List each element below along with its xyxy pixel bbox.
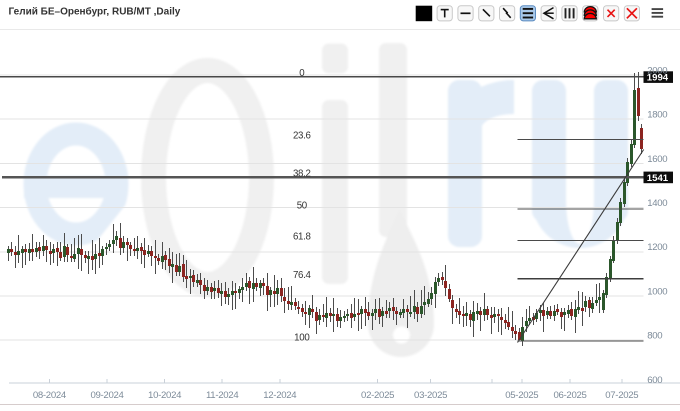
svg-text:38.2: 38.2 <box>293 169 311 180</box>
svg-text:06-2025: 06-2025 <box>553 390 586 401</box>
svg-text:09-2024: 09-2024 <box>90 390 124 401</box>
svg-text:1800: 1800 <box>647 110 667 121</box>
svg-text:0: 0 <box>299 68 305 79</box>
svg-text:1541: 1541 <box>647 173 669 184</box>
svg-text:08-2024: 08-2024 <box>33 390 67 401</box>
svg-text:800: 800 <box>647 331 662 342</box>
svg-text:03-2025: 03-2025 <box>414 390 447 401</box>
svg-text:1000: 1000 <box>647 286 667 297</box>
svg-text:1994: 1994 <box>647 73 669 84</box>
svg-text:61.8: 61.8 <box>293 232 311 243</box>
svg-text:02-2025: 02-2025 <box>361 390 394 401</box>
svg-text:Гелий БЕ–Оренбург, RUB/МТ ,Dai: Гелий БЕ–Оренбург, RUB/МТ ,Daily <box>9 5 181 17</box>
svg-text:1200: 1200 <box>647 242 667 253</box>
svg-text:600: 600 <box>647 375 662 386</box>
svg-text:10-2024: 10-2024 <box>148 390 182 401</box>
svg-text:1400: 1400 <box>647 198 667 209</box>
svg-text:50: 50 <box>297 200 308 211</box>
svg-text:11-2024: 11-2024 <box>206 390 239 401</box>
svg-text:07-2025: 07-2025 <box>605 390 638 401</box>
svg-text:2000: 2000 <box>647 65 667 76</box>
svg-text:23.6: 23.6 <box>293 131 311 142</box>
svg-text:76.4: 76.4 <box>293 270 312 281</box>
svg-text:12-2024: 12-2024 <box>263 390 297 401</box>
svg-text:1600: 1600 <box>647 154 667 165</box>
svg-text:100: 100 <box>294 332 310 343</box>
svg-text:05-2025: 05-2025 <box>505 390 538 401</box>
